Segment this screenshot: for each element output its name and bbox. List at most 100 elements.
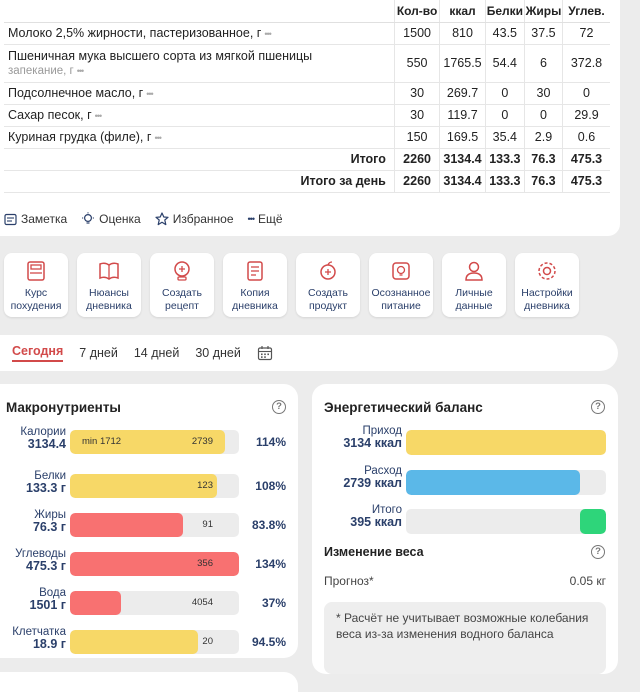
tile-diary-nuances[interactable]: Нюансы дневника [77, 253, 141, 317]
weight-change-title: Изменение веса [324, 545, 424, 559]
energy-row: Приход 3134 ккал [312, 425, 618, 456]
period-today[interactable]: Сегодня [12, 344, 64, 362]
macro-label: Клетчатка 18.9 г [0, 626, 66, 651]
day-total-protein: 133.3 [484, 170, 525, 193]
period-14-days[interactable]: 14 дней [133, 346, 180, 360]
period-30-days[interactable]: 30 дней [195, 346, 241, 360]
note-icon [4, 213, 17, 225]
tile-create-recipe[interactable]: Создать рецепт [150, 253, 214, 317]
energy-bar-fill [406, 470, 580, 495]
macro-name: Жиры [34, 509, 66, 521]
table-row[interactable]: Куриная грудка (филе), г ••• 150 169.5 35… [4, 126, 610, 149]
food-protein: 0 [484, 82, 525, 105]
tile-label: Копия дневника [232, 287, 278, 312]
table-row[interactable]: Пшеничная мука высшего сорта из мягкой п… [4, 44, 610, 83]
column-header-carbs: Углев. [561, 0, 610, 23]
energy-bar [406, 470, 606, 495]
food-qty[interactable]: 30 [393, 104, 440, 127]
food-kcal: 119.7 [439, 104, 486, 127]
tile-create-product[interactable]: Создать продукт [296, 253, 360, 317]
food-name: Подсолнечное масло, г [8, 86, 144, 100]
food-fat: 37.5 [523, 22, 563, 45]
total-qty: 2260 [393, 148, 440, 171]
forecast-note: * Расчёт не учитывает возможные колебани… [324, 602, 606, 674]
energy-bar-fill [580, 509, 606, 534]
tile-label: Осознанное питание [371, 287, 431, 312]
day-total-label: Итого за день [4, 170, 395, 193]
tile-diary-settings[interactable]: Настройки дневника [515, 253, 579, 317]
total-protein: 133.3 [484, 148, 525, 171]
table-row[interactable]: Сахар песок, г ••• 30 119.7 0 0 29.9 [4, 104, 610, 127]
total-kcal: 3134.4 [439, 148, 486, 171]
more-action[interactable]: ••• Ещё [248, 212, 283, 226]
more-dots-icon[interactable]: ••• [154, 133, 162, 143]
energy-value: 2739 ккал [343, 475, 402, 490]
calendar-icon[interactable] [257, 345, 273, 361]
tile-label: Курс похудения [10, 287, 62, 312]
column-header-kcal: ккал [439, 0, 486, 23]
food-kcal: 810 [439, 22, 486, 45]
macro-value: 3134.4 [27, 436, 66, 451]
column-header-protein: Белки [484, 0, 525, 23]
food-table: Кол-во ккал Белки Жиры Углев. Молоко 2,5… [4, 0, 610, 193]
macro-percent: 114% [255, 435, 286, 449]
tile-weight-loss-course[interactable]: Курс похудения [4, 253, 68, 317]
macro-name: Белки [34, 470, 66, 482]
macro-target: 123 [197, 480, 213, 491]
macro-bar: 4054 [70, 591, 239, 615]
food-qty[interactable]: 150 [393, 126, 440, 149]
more-dots-icon[interactable]: ••• [94, 111, 103, 121]
energy-row: Расход 2739 ккал [312, 465, 618, 496]
tile-personal-data[interactable]: Личные данные [442, 253, 506, 317]
table-row[interactable]: Молоко 2,5% жирности, пастеризованное, г… [4, 22, 610, 45]
energy-name: Итого [371, 504, 402, 516]
macro-name: Вода [39, 587, 66, 599]
period-7-days[interactable]: 7 дней [79, 346, 118, 360]
diary-actions: Заметка Оценка Избранное ••• Ещё [4, 212, 283, 226]
macro-value: 133.3 г [26, 480, 66, 495]
energy-row: Итого 395 ккал [312, 504, 618, 535]
energy-bar [406, 509, 606, 534]
food-name: Сахар песок, г [8, 108, 92, 122]
scale-icon [27, 261, 45, 281]
gear-icon [538, 262, 556, 280]
note-action[interactable]: Заметка [4, 212, 67, 226]
more-dots-icon[interactable]: ••• [264, 29, 272, 39]
energy-name: Приход [362, 425, 402, 437]
macro-bar-fill [70, 591, 121, 615]
macro-percent: 134% [255, 557, 286, 571]
food-table-card: Кол-во ккал Белки Жиры Углев. Молоко 2,5… [0, 0, 620, 236]
macro-value: 18.9 г [32, 636, 66, 651]
macro-label: Белки 133.3 г [0, 470, 66, 495]
food-protein: 0 [484, 104, 525, 127]
forecast-label: Прогноз* [324, 574, 374, 588]
food-qty[interactable]: 30 [393, 82, 440, 105]
macro-bar-fill [70, 630, 199, 654]
energy-value: 395 ккал [350, 514, 402, 529]
help-icon[interactable]: ? [272, 400, 286, 414]
quick-tiles: Курс похудения Нюансы дневника Создать р… [4, 253, 579, 317]
macro-label: Вода 1501 г [0, 587, 67, 611]
macro-value: 475.3 г [26, 558, 66, 573]
rating-action[interactable]: Оценка [81, 212, 141, 226]
tile-diary-copy[interactable]: Копия дневника [223, 253, 287, 317]
food-carbs: 372.8 [561, 44, 610, 83]
tile-label: Личные данные [455, 287, 493, 312]
food-qty[interactable]: 1500 [393, 22, 440, 45]
more-dots-icon[interactable]: ••• [76, 66, 85, 76]
help-icon[interactable]: ? [591, 400, 605, 414]
energy-label: Итого 395 ккал [312, 504, 402, 529]
column-header-name [4, 0, 395, 23]
food-fat: 6 [523, 44, 563, 83]
bulb-icon [392, 262, 410, 280]
tile-mindful-eating[interactable]: Осознанное питание [369, 253, 433, 317]
tile-label: Создать продукт [308, 287, 348, 312]
more-dots-icon[interactable]: ••• [146, 89, 154, 99]
favorite-label: Избранное [172, 212, 234, 226]
favorite-action[interactable]: Избранное [155, 212, 234, 226]
macro-bar-fill [70, 552, 239, 576]
table-row[interactable]: Подсолнечное масло, г ••• 30 269.7 0 30 0 [4, 82, 610, 105]
help-icon[interactable]: ? [591, 545, 605, 559]
macro-label: Жиры 76.3 г [0, 509, 66, 533]
food-qty[interactable]: 550 [393, 44, 440, 83]
